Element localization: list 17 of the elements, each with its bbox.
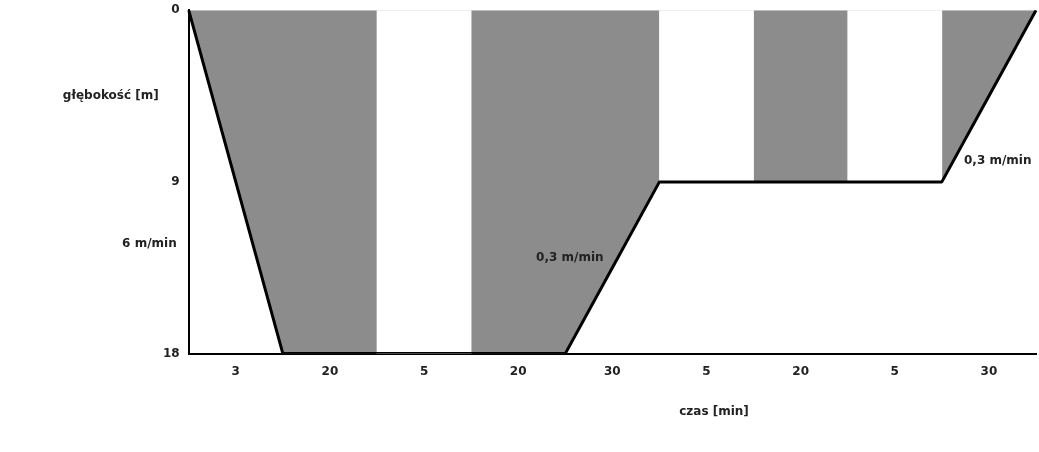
- annotation: 0,3 m/min: [536, 249, 604, 264]
- y-tick-label: 18: [163, 345, 180, 360]
- x-tick-label: 5: [890, 363, 899, 378]
- x-tick-label: 30: [604, 363, 621, 378]
- text: 6 m/min: [122, 235, 177, 250]
- x-tick-label: 30: [980, 363, 998, 378]
- y-tick-label: 9: [171, 174, 180, 189]
- x-tick-label: 5: [702, 363, 711, 378]
- x-tick-label: 20: [321, 363, 339, 378]
- y-tick-label: 0: [171, 2, 180, 17]
- x-axis-title: czas [min]: [679, 403, 749, 418]
- annotation: 0,3 m/min: [963, 153, 1032, 168]
- x-tick-label: 20: [509, 363, 527, 378]
- x-tick-label: 20: [792, 363, 809, 378]
- y-axis-title: głębokość [m]: [62, 88, 159, 103]
- x-tick-label: 3: [231, 363, 240, 378]
- x-tick-label: 5: [419, 363, 429, 378]
